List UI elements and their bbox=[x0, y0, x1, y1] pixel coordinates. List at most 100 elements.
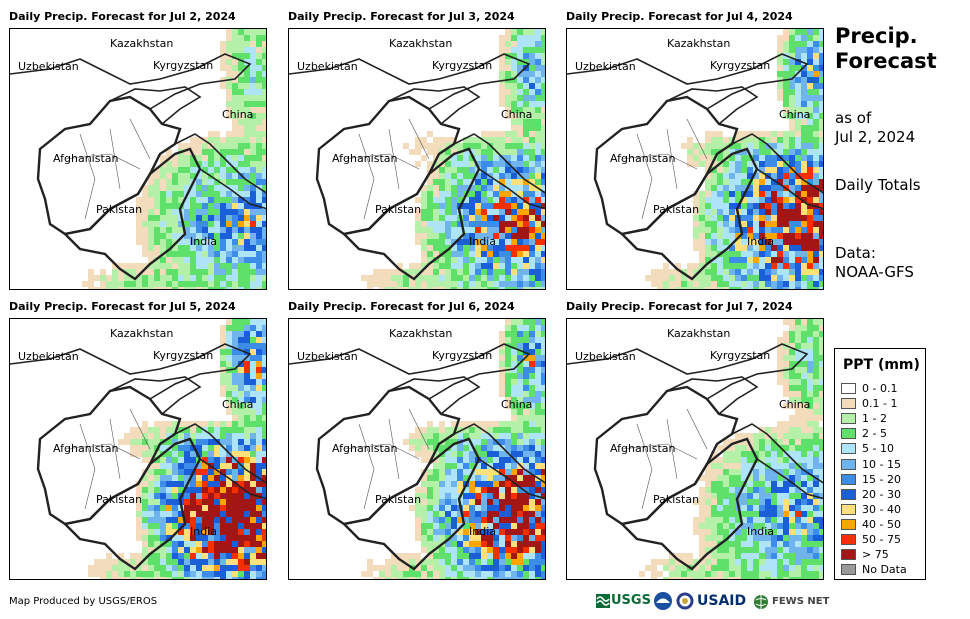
province-border bbox=[408, 408, 430, 450]
precip-grid bbox=[10, 29, 266, 289]
legend-label: 5 - 10 bbox=[862, 442, 894, 456]
province-border bbox=[109, 128, 121, 190]
label-afghanistan: Afghanistan bbox=[332, 442, 398, 455]
label-uzbekistan: Uzbekistan bbox=[297, 350, 358, 363]
country-border bbox=[619, 437, 759, 571]
panel-title-3: Daily Precip. Forecast for Jul 4, 2024 bbox=[566, 10, 793, 23]
sidebar-title: Precip. Forecast bbox=[835, 24, 937, 74]
forecast-map: Kazakhstan Uzbekistan Kyrgyzstan China A… bbox=[288, 318, 546, 580]
legend-swatch bbox=[841, 488, 856, 500]
label-kyrgyzstan: Kyrgyzstan bbox=[153, 349, 214, 362]
label-china: China bbox=[222, 398, 254, 411]
country-border bbox=[666, 86, 759, 125]
legend-swatch bbox=[841, 413, 856, 425]
province-border bbox=[343, 443, 420, 460]
label-afghanistan: Afghanistan bbox=[53, 442, 119, 455]
panel-title-2: Daily Precip. Forecast for Jul 3, 2024 bbox=[288, 10, 515, 23]
doi-seal-icon bbox=[676, 592, 694, 610]
legend-label: > 75 bbox=[862, 548, 889, 562]
label-kyrgyzstan: Kyrgyzstan bbox=[153, 59, 214, 72]
province-border bbox=[666, 418, 678, 480]
precip-grid bbox=[567, 29, 823, 289]
province-border bbox=[388, 128, 400, 190]
fewsnet-logo: FEWS NET bbox=[772, 596, 830, 607]
legend-label: 0.1 - 1 bbox=[862, 397, 898, 411]
label-india: India bbox=[747, 525, 774, 538]
legend-label: 15 - 20 bbox=[862, 472, 901, 486]
label-india: India bbox=[469, 235, 496, 248]
label-kazakhstan: Kazakhstan bbox=[389, 327, 453, 340]
precip-grid bbox=[10, 319, 266, 579]
legend-swatch bbox=[841, 398, 856, 410]
province-border bbox=[686, 118, 708, 160]
province-border bbox=[79, 423, 96, 510]
country-border bbox=[109, 86, 202, 125]
label-kazakhstan: Kazakhstan bbox=[667, 37, 731, 50]
country-border bbox=[731, 423, 823, 484]
province-border bbox=[408, 118, 430, 160]
label-kazakhstan: Kazakhstan bbox=[667, 327, 731, 340]
country-border bbox=[174, 133, 266, 194]
label-kyrgyzstan: Kyrgyzstan bbox=[710, 349, 771, 362]
country-border bbox=[62, 437, 202, 571]
legend-swatch bbox=[841, 549, 856, 561]
legend-label: 50 - 75 bbox=[862, 533, 901, 546]
province-border bbox=[636, 133, 653, 220]
country-border bbox=[567, 343, 809, 400]
legend-swatch bbox=[841, 473, 856, 485]
legend-label: No Data bbox=[862, 563, 907, 577]
province-border bbox=[621, 443, 698, 460]
legend-swatch bbox=[841, 518, 856, 530]
legend-label: 20 - 30 bbox=[862, 487, 901, 501]
legend-swatch bbox=[841, 534, 856, 545]
precip-grid bbox=[289, 319, 545, 579]
country-border bbox=[478, 168, 545, 210]
usaid-logo: USAID bbox=[697, 593, 747, 609]
panel-title-4: Daily Precip. Forecast for Jul 5, 2024 bbox=[9, 300, 236, 313]
country-border bbox=[109, 376, 202, 415]
country-border bbox=[174, 423, 266, 484]
province-border bbox=[388, 418, 400, 480]
data-label: Data: bbox=[835, 244, 876, 262]
label-uzbekistan: Uzbekistan bbox=[18, 60, 79, 73]
province-border bbox=[343, 153, 420, 170]
sidebar-title-line2: Forecast bbox=[835, 49, 937, 73]
asof-date: Jul 2, 2024 bbox=[835, 128, 916, 146]
label-kazakhstan: Kazakhstan bbox=[389, 37, 453, 50]
province-border bbox=[79, 133, 96, 220]
legend-title: PPT (mm) bbox=[843, 357, 920, 373]
label-china: China bbox=[779, 108, 811, 121]
country-border bbox=[619, 147, 759, 281]
panel-title-1: Daily Precip. Forecast for Jul 2, 2024 bbox=[9, 10, 236, 23]
province-border bbox=[129, 408, 151, 450]
label-china: China bbox=[501, 108, 533, 121]
label-kyrgyzstan: Kyrgyzstan bbox=[710, 59, 771, 72]
legend-swatch bbox=[841, 428, 856, 440]
label-afghanistan: Afghanistan bbox=[610, 152, 676, 165]
forecast-map: Kazakhstan Uzbekistan Kyrgyzstan China A… bbox=[288, 28, 546, 290]
province-border bbox=[621, 153, 698, 170]
label-india: India bbox=[469, 525, 496, 538]
usgs-logo: USGS bbox=[611, 593, 651, 608]
precip-grid bbox=[289, 29, 545, 289]
country-border bbox=[453, 133, 545, 194]
totals-label: Daily Totals bbox=[835, 176, 921, 194]
label-kyrgyzstan: Kyrgyzstan bbox=[432, 59, 493, 72]
legend-swatch bbox=[841, 458, 856, 470]
country-border bbox=[388, 86, 481, 125]
country-border bbox=[731, 133, 823, 194]
label-kyrgyzstan: Kyrgyzstan bbox=[432, 349, 493, 362]
province-border bbox=[64, 153, 141, 170]
forecast-map: Kazakhstan Uzbekistan Kyrgyzstan China A… bbox=[9, 318, 267, 580]
panel-title-5: Daily Precip. Forecast for Jul 6, 2024 bbox=[288, 300, 515, 313]
legend-swatch bbox=[841, 503, 856, 515]
province-border bbox=[636, 423, 653, 510]
asof-label: as of bbox=[835, 109, 872, 127]
province-border bbox=[129, 118, 151, 160]
forecast-map: Kazakhstan Uzbekistan Kyrgyzstan China A… bbox=[9, 28, 267, 290]
legend-label: 1 - 2 bbox=[862, 412, 887, 426]
country-border bbox=[666, 376, 759, 415]
country-border bbox=[289, 343, 531, 400]
sidebar-title-line1: Precip. bbox=[835, 24, 918, 48]
